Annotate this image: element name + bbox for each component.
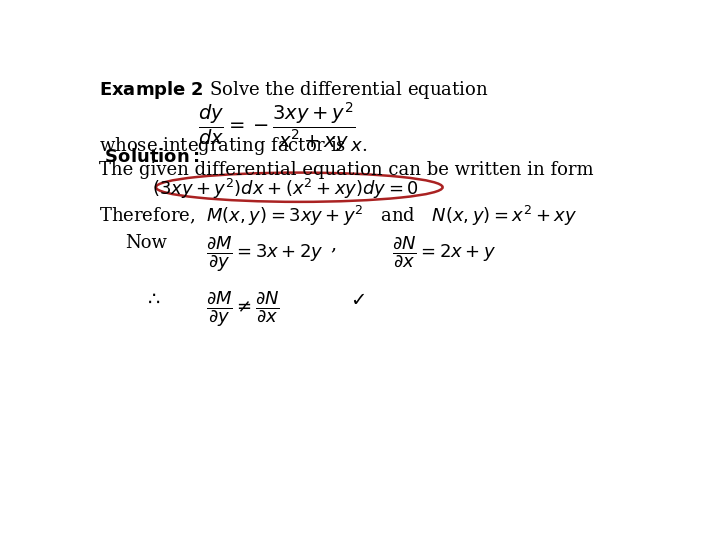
Text: Therefore,  $M(x, y) = 3xy + y^2$   and   $N(x, y) = x^2 + xy$: Therefore, $M(x, y) = 3xy + y^2$ and $N(…	[99, 204, 577, 227]
Text: $\dfrac{\partial M}{\partial y} = 3x + 2y$: $\dfrac{\partial M}{\partial y} = 3x + 2…	[206, 234, 324, 274]
Text: $\dfrac{\partial M}{\partial y} \neq \dfrac{\partial N}{\partial x}$: $\dfrac{\partial M}{\partial y} \neq \df…	[206, 289, 280, 329]
Text: $\dfrac{\partial N}{\partial x} = 2x + y$: $\dfrac{\partial N}{\partial x} = 2x + y…	[392, 234, 496, 269]
Text: $\mathbf{Solution:}$: $\mathbf{Solution:}$	[99, 148, 200, 166]
Text: The given differential equation can be written in form: The given differential equation can be w…	[99, 161, 594, 179]
Text: $(3xy + y^2)dx + (x^2 + xy)dy = 0$: $(3xy + y^2)dx + (x^2 + xy)dy = 0$	[152, 177, 419, 201]
Text: Now: Now	[125, 234, 167, 252]
Text: $\mathbf{Example\ 2}$ Solve the differential equation: $\mathbf{Example\ 2}$ Solve the differen…	[99, 79, 489, 100]
Text: $\therefore$: $\therefore$	[144, 289, 161, 308]
Text: $\checkmark$: $\checkmark$	[350, 289, 364, 308]
Text: $\dfrac{dy}{dx} = -\dfrac{3xy + y^2}{x^2 + xy}$: $\dfrac{dy}{dx} = -\dfrac{3xy + y^2}{x^2…	[199, 101, 356, 154]
Text: whose integrating factor is $x$.: whose integrating factor is $x$.	[99, 135, 368, 157]
Text: ,: ,	[330, 236, 336, 254]
